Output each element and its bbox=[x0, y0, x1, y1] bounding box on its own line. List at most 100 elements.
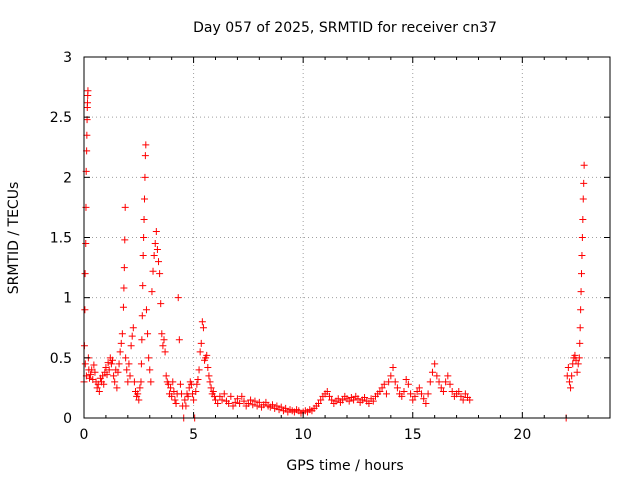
data-point bbox=[400, 388, 408, 396]
data-point bbox=[455, 388, 463, 396]
data-point bbox=[99, 372, 107, 380]
data-point bbox=[437, 384, 445, 392]
data-point bbox=[142, 306, 150, 314]
data-point bbox=[361, 394, 369, 402]
data-point bbox=[255, 398, 263, 406]
data-point bbox=[422, 400, 430, 408]
data-point bbox=[181, 396, 189, 404]
data-point bbox=[393, 384, 401, 392]
y-axis-title: SRMTID / TECUs bbox=[6, 182, 22, 295]
data-point bbox=[206, 378, 214, 386]
data-point bbox=[174, 294, 182, 302]
data-point bbox=[93, 384, 101, 392]
y-tick-label: 0.5 bbox=[50, 351, 72, 367]
data-point bbox=[82, 240, 90, 248]
data-point bbox=[415, 384, 423, 392]
data-point bbox=[457, 392, 465, 400]
data-point bbox=[118, 330, 126, 338]
data-point bbox=[380, 380, 388, 388]
data-point bbox=[203, 351, 211, 359]
data-point bbox=[129, 324, 137, 332]
data-point bbox=[240, 397, 248, 405]
data-point bbox=[140, 215, 148, 223]
data-point bbox=[577, 288, 585, 296]
data-point bbox=[120, 284, 128, 292]
data-point bbox=[141, 173, 149, 181]
data-point bbox=[218, 396, 226, 404]
data-point bbox=[114, 368, 122, 376]
data-point bbox=[578, 270, 586, 278]
data-point bbox=[576, 324, 584, 332]
data-point bbox=[564, 363, 572, 371]
data-point bbox=[164, 380, 172, 388]
data-point bbox=[574, 360, 582, 368]
data-point bbox=[128, 332, 136, 340]
data-point bbox=[172, 400, 180, 408]
data-point bbox=[121, 203, 129, 211]
data-point bbox=[148, 288, 156, 296]
data-point bbox=[244, 400, 252, 408]
data-point bbox=[431, 360, 439, 368]
chart-title: Day 057 of 2025, SRMTID for receiver cn3… bbox=[193, 20, 497, 36]
data-point bbox=[85, 374, 93, 382]
data-point bbox=[190, 396, 198, 404]
data-point bbox=[90, 361, 98, 369]
data-point bbox=[151, 240, 159, 248]
data-point bbox=[125, 360, 133, 368]
data-point bbox=[317, 396, 325, 404]
data-point bbox=[193, 380, 201, 388]
data-point bbox=[233, 395, 241, 403]
data-point bbox=[204, 363, 212, 371]
data-point bbox=[182, 402, 190, 410]
data-point bbox=[119, 303, 127, 311]
data-point bbox=[81, 306, 89, 314]
data-point bbox=[153, 246, 161, 254]
x-tick-label: 20 bbox=[513, 427, 531, 443]
y-tick-label: 0 bbox=[63, 411, 72, 427]
data-point bbox=[435, 378, 443, 386]
data-point bbox=[168, 392, 176, 400]
data-point bbox=[382, 390, 390, 398]
data-point bbox=[111, 378, 119, 386]
data-point bbox=[428, 368, 436, 376]
data-point bbox=[345, 397, 353, 405]
data-point bbox=[578, 252, 586, 260]
y-tick-label: 3 bbox=[63, 50, 72, 66]
data-point bbox=[247, 396, 255, 404]
data-point bbox=[197, 339, 205, 347]
data-point bbox=[580, 161, 588, 169]
data-point bbox=[121, 236, 129, 244]
y-tick-label: 1.5 bbox=[50, 231, 72, 247]
data-point bbox=[389, 363, 397, 371]
data-point bbox=[209, 388, 217, 396]
data-point bbox=[104, 359, 112, 367]
data-point bbox=[171, 396, 179, 404]
data-point bbox=[339, 396, 347, 404]
data-point bbox=[466, 396, 474, 404]
data-point bbox=[105, 366, 113, 374]
data-point bbox=[365, 400, 373, 408]
data-point bbox=[268, 401, 276, 409]
data-point bbox=[205, 372, 213, 380]
data-point bbox=[157, 300, 165, 308]
data-point bbox=[146, 366, 154, 374]
x-tick-label: 15 bbox=[404, 427, 422, 443]
data-point bbox=[378, 384, 386, 392]
data-point bbox=[139, 252, 147, 260]
data-point bbox=[117, 339, 125, 347]
data-point bbox=[140, 234, 148, 241]
data-point bbox=[229, 402, 237, 410]
data-point bbox=[84, 99, 92, 107]
data-point bbox=[160, 336, 168, 344]
data-point bbox=[138, 312, 146, 320]
data-point bbox=[152, 227, 160, 235]
data-point bbox=[120, 264, 128, 272]
data-point bbox=[110, 372, 118, 380]
data-point bbox=[398, 392, 406, 400]
data-point bbox=[135, 396, 143, 404]
data-point bbox=[424, 390, 432, 398]
data-point bbox=[107, 360, 115, 368]
data-point bbox=[328, 396, 336, 404]
